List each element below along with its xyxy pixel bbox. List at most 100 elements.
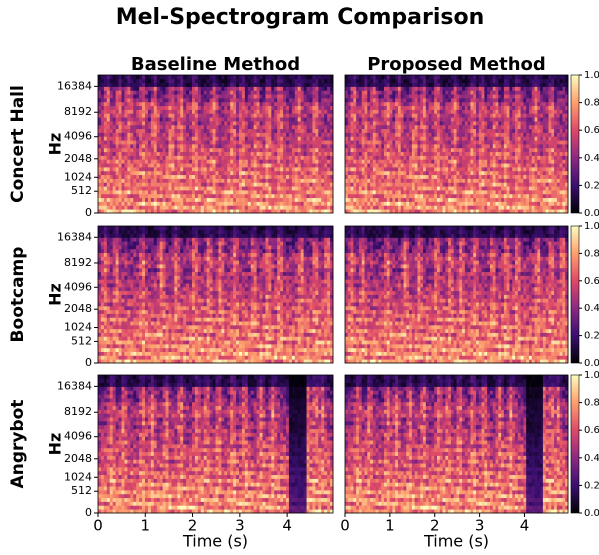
spectrogram-cell (473, 98, 476, 102)
spectrogram-cell (429, 75, 432, 79)
spectrogram-cell (201, 182, 204, 186)
spectrogram-cell (390, 152, 393, 156)
spectrogram-cell (268, 194, 271, 198)
spectrogram-cell (104, 175, 107, 179)
spectrogram-cell (417, 205, 420, 209)
spectrogram-cell (451, 144, 454, 148)
spectrogram-cell (227, 148, 230, 152)
spectrogram-cell (304, 106, 307, 110)
spectrogram-cell (482, 79, 485, 83)
spectrogram-cell (198, 179, 201, 183)
spectrogram-cell (207, 75, 210, 79)
spectrogram-cell (242, 87, 245, 91)
spectrogram-cell (468, 198, 471, 202)
spectrogram-cell (321, 87, 324, 91)
spectrogram-cell (353, 125, 356, 129)
spectrogram-cell (404, 102, 407, 106)
spectrogram-cell (473, 129, 476, 133)
spectrogram-cell (163, 94, 166, 98)
spectrogram-cell (365, 167, 368, 171)
spectrogram-cell (166, 182, 169, 186)
spectrogram-cell (451, 159, 454, 163)
spectrogram-cell (479, 202, 482, 206)
spectrogram-cell (183, 148, 186, 152)
spectrogram-cell (169, 198, 172, 202)
spectrogram-cell (183, 202, 186, 206)
spectrogram-cell (412, 106, 415, 110)
spectrogram-cell (104, 194, 107, 198)
spectrogram-cell (318, 94, 321, 98)
spectrogram-cell (257, 167, 260, 171)
spectrogram-cell (119, 106, 122, 110)
spectrogram-cell (448, 136, 451, 140)
spectrogram-cell (171, 179, 174, 183)
spectrogram-cell (431, 113, 434, 117)
spectrogram-cell (307, 125, 310, 129)
spectrogram-cell (251, 182, 254, 186)
spectrogram-cell (451, 98, 454, 102)
spectrogram-cell (324, 117, 327, 121)
spectrogram-cell (404, 156, 407, 160)
spectrogram-cell (298, 129, 301, 133)
spectrogram-cell (289, 136, 292, 140)
spectrogram-cell (216, 106, 219, 110)
spectrogram-cell (482, 198, 485, 202)
spectrogram-cell (370, 102, 373, 106)
spectrogram-cell (113, 205, 116, 209)
spectrogram-cell (239, 94, 242, 98)
spectrogram-cell (429, 198, 432, 202)
spectrogram-cell (213, 194, 216, 198)
spectrogram-cell (496, 152, 499, 156)
spectrogram-cell (448, 113, 451, 117)
spectrogram-cell (440, 75, 443, 79)
spectrogram-cell (490, 159, 493, 163)
spectrogram-cell (216, 102, 219, 106)
spectrogram-cell (263, 190, 266, 194)
spectrogram-cell (415, 163, 418, 167)
spectrogram-cell (370, 121, 373, 125)
spectrogram-cell (245, 110, 248, 114)
spectrogram-cell (348, 94, 351, 98)
spectrogram-cell (324, 98, 327, 102)
spectrogram-cell (376, 198, 379, 202)
spectrogram-cell (242, 140, 245, 144)
spectrogram-cell (504, 205, 507, 209)
spectrogram-cell (473, 110, 476, 114)
spectrogram-cell (116, 133, 119, 137)
spectrogram-cell (417, 113, 420, 117)
spectrogram-cell (230, 90, 233, 94)
spectrogram-cell (242, 156, 245, 160)
spectrogram-cell (454, 121, 457, 125)
spectrogram-cell (295, 148, 298, 152)
spectrogram-cell (283, 117, 286, 121)
spectrogram-cell (110, 163, 113, 167)
spectrogram-cell (286, 202, 289, 206)
spectrogram-cell (163, 156, 166, 160)
spectrogram-cell (221, 98, 224, 102)
spectrogram-cell (139, 186, 142, 190)
spectrogram-cell (434, 205, 437, 209)
spectrogram-cell (468, 171, 471, 175)
spectrogram-cell (459, 140, 462, 144)
spectrogram-cell (398, 110, 401, 114)
spectrogram-cell (482, 121, 485, 125)
spectrogram-cell (431, 102, 434, 106)
spectrogram-cell (462, 98, 465, 102)
spectrogram-cell (327, 179, 330, 183)
spectrogram-cell (233, 136, 236, 140)
spectrogram-cell (239, 136, 242, 140)
spectrogram-cell (318, 129, 321, 133)
spectrogram-cell (412, 171, 415, 175)
spectrogram-cell (145, 175, 148, 179)
spectrogram-cell (487, 152, 490, 156)
spectrogram-cell (409, 171, 412, 175)
spectrogram-cell (104, 182, 107, 186)
spectrogram-cell (301, 198, 304, 202)
spectrogram-cell (315, 87, 318, 91)
spectrogram-cell (271, 87, 274, 91)
spectrogram-cell (367, 94, 370, 98)
spectrogram-cell (289, 117, 292, 121)
spectrogram-cell (245, 194, 248, 198)
spectrogram-cell (353, 182, 356, 186)
spectrogram-cell (157, 87, 160, 91)
